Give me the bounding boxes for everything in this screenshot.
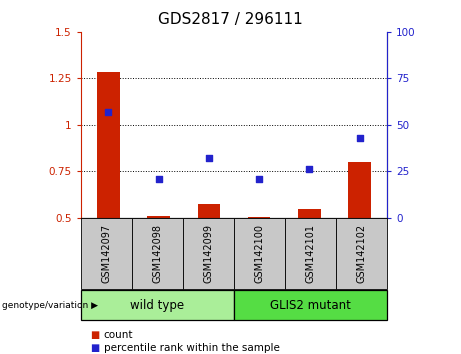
Point — [155, 176, 162, 182]
Bar — [97, 72, 119, 218]
Point — [255, 176, 263, 182]
Bar — [248, 217, 271, 218]
Point — [356, 135, 363, 141]
Point — [306, 167, 313, 172]
Text: GSM142102: GSM142102 — [357, 223, 366, 283]
Bar — [349, 162, 371, 218]
Bar — [197, 204, 220, 218]
Text: ■: ■ — [90, 343, 99, 353]
Bar — [147, 216, 170, 218]
Text: GSM142097: GSM142097 — [101, 223, 111, 283]
Text: GSM142099: GSM142099 — [203, 224, 213, 282]
Text: ■: ■ — [90, 330, 99, 339]
Text: GSM142098: GSM142098 — [152, 224, 162, 282]
Text: wild type: wild type — [130, 299, 184, 312]
Text: genotype/variation ▶: genotype/variation ▶ — [2, 301, 98, 310]
Point — [105, 109, 112, 115]
Text: GSM142100: GSM142100 — [254, 224, 265, 282]
Text: GLIS2 mutant: GLIS2 mutant — [270, 299, 351, 312]
Text: count: count — [104, 330, 133, 339]
Text: percentile rank within the sample: percentile rank within the sample — [104, 343, 280, 353]
Bar — [298, 209, 321, 218]
Text: GSM142101: GSM142101 — [306, 224, 316, 282]
Point — [205, 155, 213, 161]
Text: GDS2817 / 296111: GDS2817 / 296111 — [158, 12, 303, 27]
